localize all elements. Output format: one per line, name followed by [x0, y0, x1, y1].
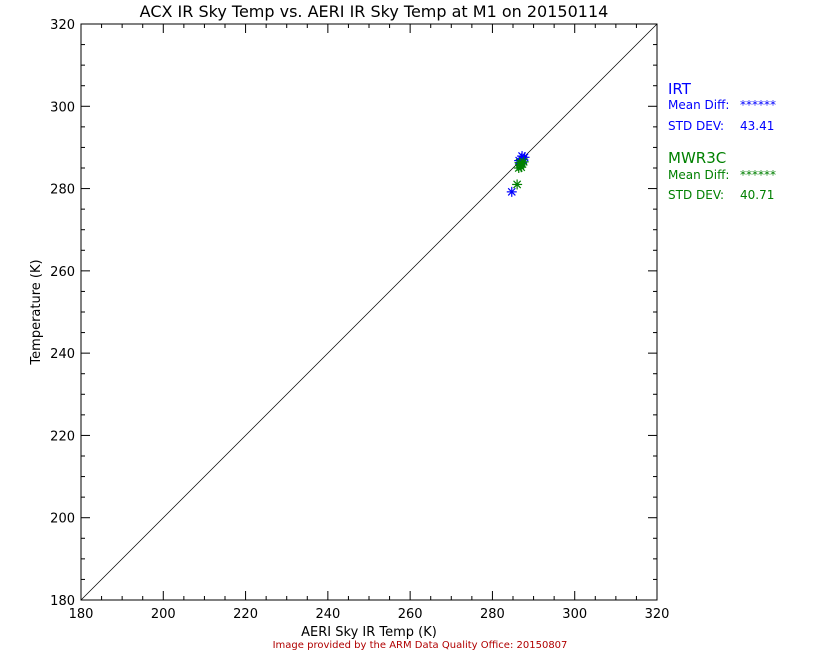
y-tick-label: 180 — [50, 594, 75, 609]
data-point-mwr3c — [514, 157, 525, 168]
x-tick-label: 240 — [315, 607, 340, 622]
legend-irt-mean-label: Mean Diff: — [668, 98, 729, 112]
footer-credit: Image provided by the ARM Data Quality O… — [273, 640, 568, 650]
x-tick-label: 180 — [69, 607, 94, 622]
legend-mwr3c-std-value: 40.71 — [740, 188, 774, 202]
legend-irt-std-label: STD DEV: — [668, 119, 724, 133]
y-tick-label: 260 — [50, 265, 75, 280]
x-tick-label: 260 — [398, 607, 423, 622]
one-to-one-line — [80, 23, 658, 601]
x-tick-label: 280 — [480, 607, 505, 622]
legend-stats: IRT Mean Diff: ****** STD DEV: 43.41 MWR… — [668, 80, 776, 202]
x-tick-label: 300 — [562, 607, 587, 622]
chart-title: ACX IR Sky Temp vs. AERI IR Sky Temp at … — [140, 2, 609, 21]
legend-mwr3c-std-label: STD DEV: — [668, 188, 724, 202]
y-tick-label: 300 — [50, 100, 75, 115]
legend-mwr3c-mean-label: Mean Diff: — [668, 168, 729, 182]
y-tick-label: 220 — [50, 429, 75, 444]
data-point-mwr3c — [516, 162, 527, 173]
legend-irt-std-value: 43.41 — [740, 119, 774, 133]
x-tick-label: 320 — [645, 607, 670, 622]
data-point-irt — [506, 186, 517, 197]
y-tick-label: 280 — [50, 183, 75, 198]
x-axis-label: AERI Sky IR Temp (K) — [301, 625, 437, 640]
data-point-mwr3c — [512, 179, 523, 190]
legend-mwr3c-label: MWR3C — [668, 149, 726, 167]
legend-irt-label: IRT — [668, 80, 692, 98]
x-tick-label: 220 — [233, 607, 258, 622]
y-axis-label: Temperature (K) — [29, 259, 44, 365]
legend-mwr3c-mean-value: ****** — [740, 168, 776, 182]
data-points — [506, 151, 530, 197]
y-tick-label: 320 — [50, 18, 75, 33]
y-tick-label: 240 — [50, 347, 75, 362]
y-tick-label: 200 — [50, 512, 75, 527]
x-tick-label: 200 — [151, 607, 176, 622]
legend-irt-mean-value: ****** — [740, 98, 776, 112]
axes: 180 200 220 240 260 280 300 320 180 200 220 240 260 2… — [50, 18, 669, 622]
